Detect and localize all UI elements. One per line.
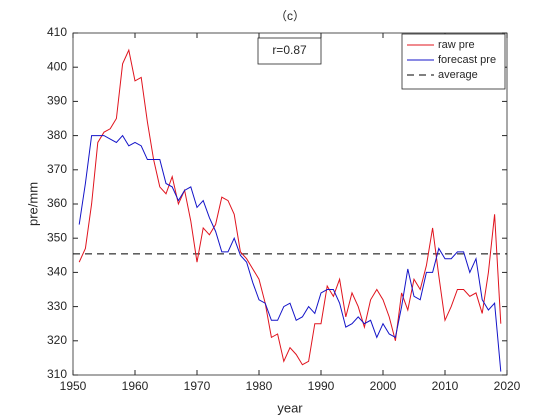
y-tick-label: 340 — [47, 265, 67, 279]
x-tick-label: 2010 — [432, 379, 459, 393]
y-tick-label: 370 — [47, 162, 67, 176]
y-tick-label: 390 — [47, 94, 67, 108]
chart-title: （c） — [275, 9, 305, 23]
y-tick-label: 400 — [47, 59, 67, 73]
x-tick-label: 1960 — [122, 379, 149, 393]
x-tick-label: 1990 — [308, 379, 335, 393]
y-tick-label: 330 — [47, 299, 67, 313]
x-tick-label: 1950 — [60, 379, 87, 393]
legend-box — [401, 33, 506, 90]
legend-label: average — [438, 69, 478, 81]
y-tick-label: 350 — [47, 230, 67, 244]
y-tick-label: 310 — [47, 367, 67, 381]
y-tick-label: 320 — [47, 333, 67, 347]
series-line — [78, 134, 502, 372]
legend-label: forecast pre — [438, 54, 496, 66]
x-tick-label: 2000 — [370, 379, 397, 393]
x-axis-label: year — [277, 400, 303, 415]
y-tick-label: 380 — [47, 128, 67, 142]
annotation: r=0.87 — [272, 43, 307, 57]
plot-area — [72, 32, 508, 376]
annotation-box — [257, 37, 322, 65]
legend-label: raw pre — [438, 39, 475, 51]
y-tick-label: 410 — [47, 25, 67, 39]
x-tick-label: 1970 — [184, 379, 211, 393]
series-line — [78, 48, 502, 366]
x-tick-label: 1980 — [246, 379, 273, 393]
y-axis-label: pre/mm — [25, 182, 40, 226]
x-tick-label: 2020 — [494, 379, 521, 393]
y-tick-label: 360 — [47, 196, 67, 210]
